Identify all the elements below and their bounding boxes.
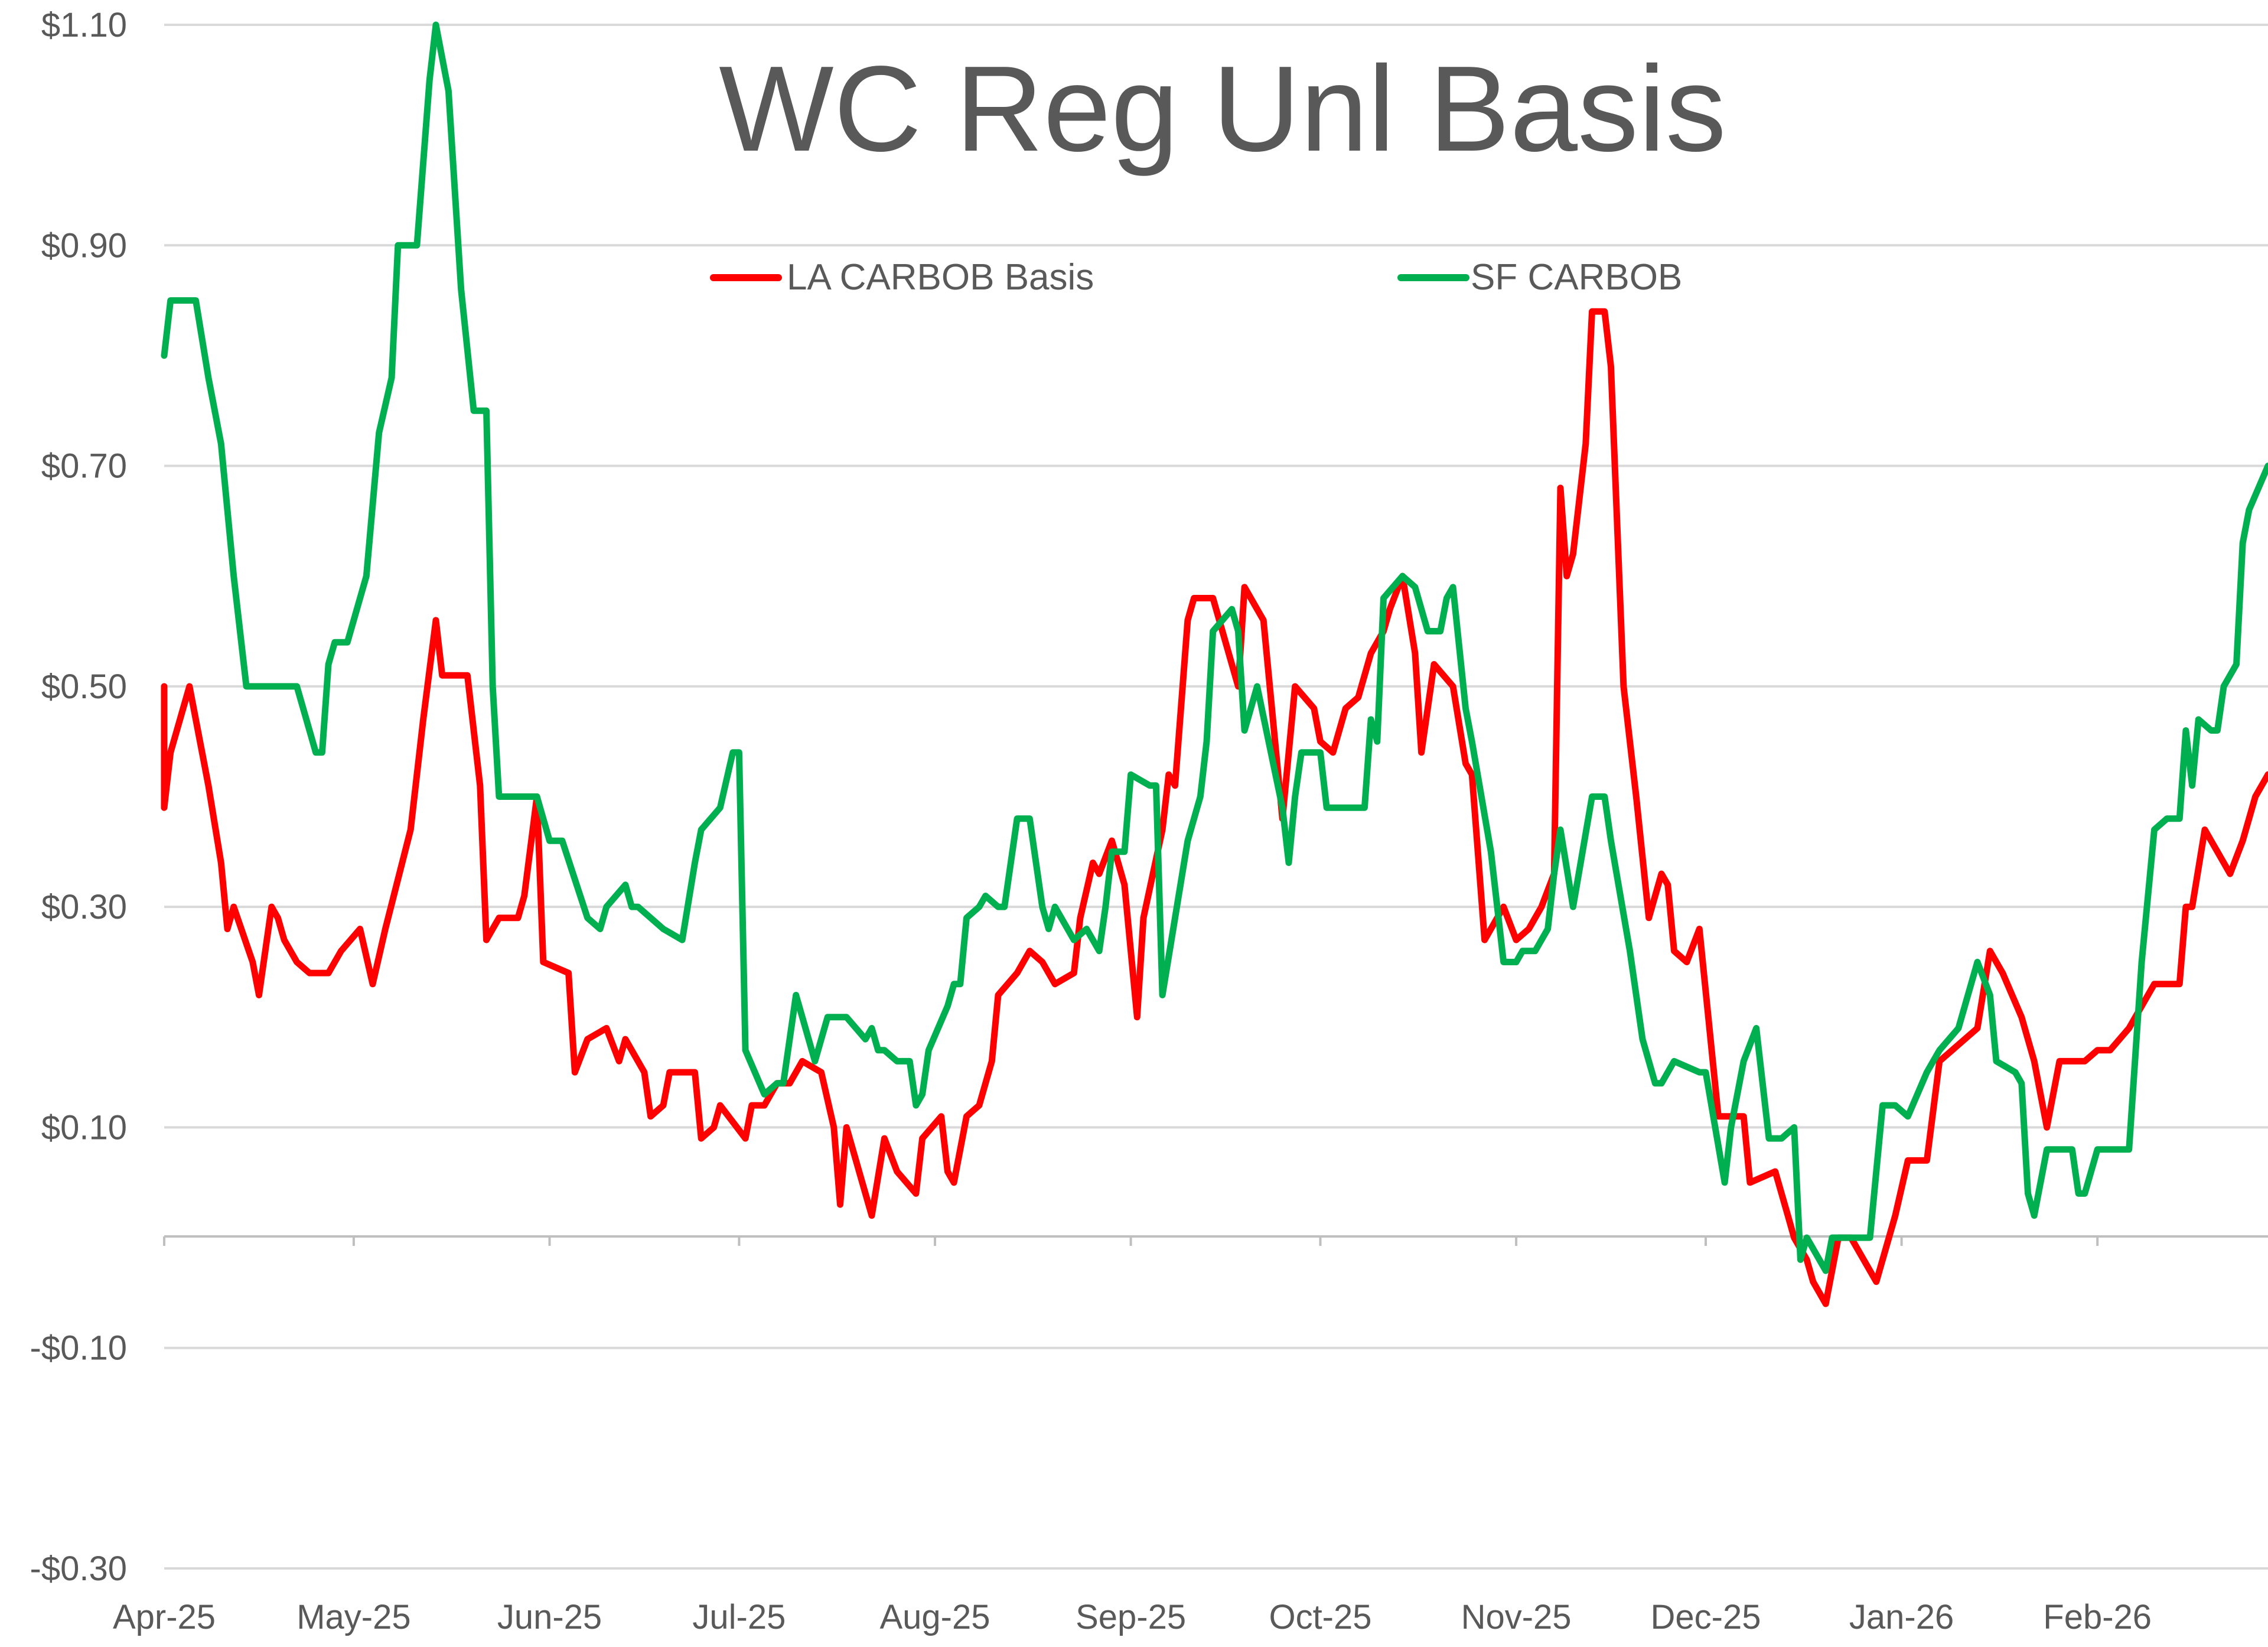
y-tick-label: $0.10 [41,1108,127,1147]
axes: -$0.30 -$0.10 $0.10 $0.30 $0.50 $0.70 $0.90 $1.… [30,6,2268,1636]
y-tick-label: $1.10 [41,6,127,44]
x-tick-label: Jul-25 [692,1598,786,1636]
x-tick-label: Jan-26 [1849,1598,1954,1636]
series-lines [161,21,2268,1307]
x-tick-label: Dec-25 [1651,1598,1761,1636]
y-tick-label: -$0.10 [30,1329,127,1368]
chart-title: WC Reg Unl Basis [719,41,1726,177]
legend-label: SF CARBOB [1471,257,1682,298]
x-tick-label: May-25 [296,1598,410,1636]
legend: LA CARBOB Basis SF CARBOB [710,257,1682,298]
x-tick-label: Nov-25 [1461,1598,1572,1636]
y-tick-label: $0.90 [41,226,127,265]
x-tick-label: Feb-26 [2043,1598,2152,1636]
y-tick-label: $0.50 [41,668,127,706]
series-line-sf-carbob [161,21,2268,1274]
x-tick-label: Sep-25 [1076,1598,1186,1636]
gridlines [164,24,2268,1570]
series-line-la-carbob-basis [161,308,2268,1307]
y-tick-label: -$0.30 [30,1550,127,1588]
x-tick-label: Oct-25 [1269,1598,1371,1636]
legend-label: LA CARBOB Basis [787,257,1094,298]
x-tick-label: Aug-25 [879,1598,990,1636]
x-tick-label: Jun-25 [497,1598,602,1636]
y-tick-label: $0.30 [41,888,127,926]
y-tick-label: $0.70 [41,447,127,486]
x-tick-label: Apr-25 [113,1598,216,1636]
